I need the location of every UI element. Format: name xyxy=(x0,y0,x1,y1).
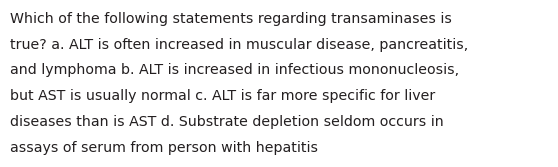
Text: and lymphoma b. ALT is increased in infectious mononucleosis,: and lymphoma b. ALT is increased in infe… xyxy=(10,63,459,77)
Text: assays of serum from person with hepatitis: assays of serum from person with hepatit… xyxy=(10,141,318,155)
Text: but AST is usually normal c. ALT is far more specific for liver: but AST is usually normal c. ALT is far … xyxy=(10,89,435,103)
Text: true? a. ALT is often increased in muscular disease, pancreatitis,: true? a. ALT is often increased in muscu… xyxy=(10,38,468,52)
Text: Which of the following statements regarding transaminases is: Which of the following statements regard… xyxy=(10,12,452,26)
Text: diseases than is AST d. Substrate depletion seldom occurs in: diseases than is AST d. Substrate deplet… xyxy=(10,115,444,129)
